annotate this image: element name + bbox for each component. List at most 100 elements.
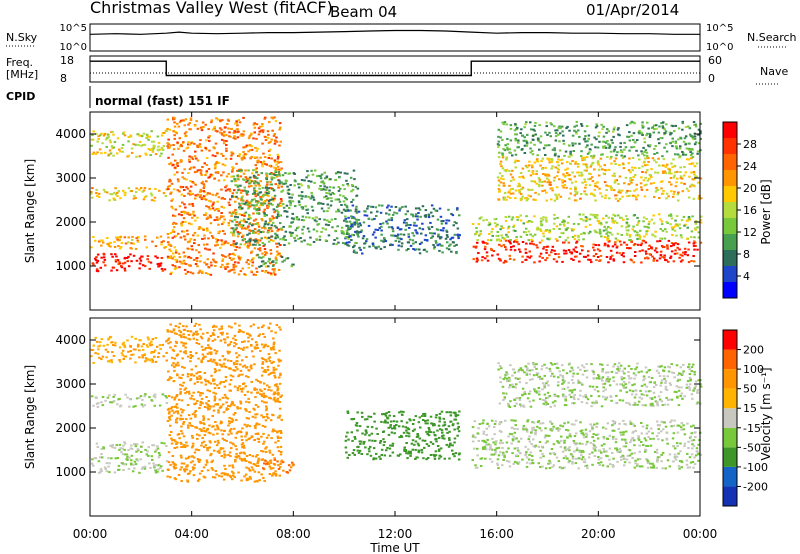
- power-cell: [665, 143, 668, 146]
- velocity-cell: [263, 344, 267, 347]
- power-cell: [232, 175, 235, 178]
- power-cell: [107, 244, 111, 247]
- power-cell: [277, 205, 280, 207]
- power-cell: [661, 164, 665, 167]
- power-cell: [232, 131, 236, 134]
- power-cell: [144, 152, 147, 155]
- velocity-cell: [227, 404, 230, 407]
- velocity-cell: [228, 422, 231, 425]
- power-cell: [610, 139, 613, 142]
- velocity-cell: [176, 412, 180, 415]
- power-cell: [409, 224, 412, 226]
- power-cell: [519, 235, 523, 238]
- power-cell: [224, 189, 228, 192]
- velocity-cell: [90, 462, 94, 465]
- power-cell: [216, 239, 220, 242]
- velocity-cell: [196, 333, 199, 336]
- power-cell: [181, 186, 185, 188]
- power-cell: [263, 253, 267, 256]
- power-cell: [583, 255, 586, 258]
- velocity-cell: [253, 363, 256, 366]
- power-cell: [644, 157, 647, 160]
- velocity-cell: [206, 352, 210, 355]
- power-cell: [210, 121, 213, 124]
- velocity-cell: [134, 445, 138, 448]
- velocity-cell: [92, 344, 95, 347]
- velocity-cell: [279, 453, 283, 456]
- velocity-cell: [225, 401, 228, 404]
- power-cell: [250, 251, 253, 254]
- velocity-cell: [91, 458, 94, 461]
- velocity-cell: [92, 464, 95, 467]
- velocity-cell: [95, 442, 99, 445]
- velocity-cell: [180, 442, 183, 445]
- power-cell: [351, 222, 355, 225]
- velocity-cell: [138, 396, 141, 399]
- power-cell: [530, 128, 533, 131]
- power-cell: [90, 246, 93, 249]
- velocity-cell: [135, 397, 139, 400]
- velocity-cell: [246, 332, 249, 335]
- velocity-cell: [134, 405, 137, 408]
- power-cell: [554, 139, 558, 142]
- power-cell: [432, 244, 435, 246]
- power-cell: [199, 126, 203, 129]
- power-cell: [261, 123, 264, 125]
- power-cell: [530, 238, 533, 241]
- power-cell: [678, 155, 682, 158]
- power-cell: [645, 230, 648, 233]
- power-cell: [497, 146, 500, 149]
- power-cell: [450, 236, 454, 239]
- power-cell: [414, 207, 418, 210]
- power-cell: [505, 233, 508, 236]
- power-cell: [670, 226, 674, 229]
- power-cell: [560, 162, 564, 165]
- velocity-cell: [250, 344, 253, 346]
- velocity-cell: [197, 449, 201, 452]
- power-cell: [608, 145, 612, 148]
- velocity-cell: [195, 330, 198, 333]
- velocity-cell: [223, 365, 226, 368]
- power-cell: [656, 171, 660, 174]
- velocity-cell: [123, 441, 126, 444]
- power-cell: [209, 273, 213, 276]
- velocity-cell: [229, 441, 232, 444]
- power-cell: [225, 147, 228, 150]
- power-cell: [521, 148, 524, 151]
- power-cell: [412, 224, 416, 227]
- velocity-cell: [183, 388, 186, 391]
- velocity-cell: [262, 370, 265, 373]
- power-cell: [543, 189, 547, 192]
- power-cell: [535, 170, 538, 173]
- power-cell: [345, 229, 349, 232]
- velocity-cell: [277, 439, 280, 442]
- velocity-cell: [195, 426, 199, 429]
- power-cell: [602, 125, 605, 128]
- power-cell: [354, 230, 357, 233]
- velocity-cell: [229, 360, 233, 362]
- power-cell: [646, 179, 650, 182]
- power-cell: [660, 137, 664, 140]
- power-cell: [327, 207, 330, 210]
- y-tick-label: 2000: [55, 215, 86, 229]
- power-cell: [200, 129, 204, 132]
- power-cell: [245, 228, 248, 230]
- power-cell: [342, 232, 345, 235]
- power-cell: [538, 183, 541, 186]
- power-cell: [261, 131, 265, 133]
- power-cell: [294, 205, 297, 208]
- velocity-cell: [206, 380, 210, 383]
- power-cell: [96, 151, 99, 154]
- velocity-cell: [223, 385, 227, 388]
- power-cell: [181, 201, 184, 204]
- velocity-cell: [181, 384, 184, 387]
- power-cell: [538, 255, 542, 258]
- power-cell: [533, 215, 536, 218]
- power-cell: [233, 254, 237, 256]
- power-cell: [151, 150, 155, 153]
- power-cell: [699, 221, 703, 224]
- power-cell: [497, 144, 501, 147]
- velocity-cell: [200, 397, 204, 400]
- power-cell: [326, 219, 329, 222]
- power-cell: [659, 218, 662, 221]
